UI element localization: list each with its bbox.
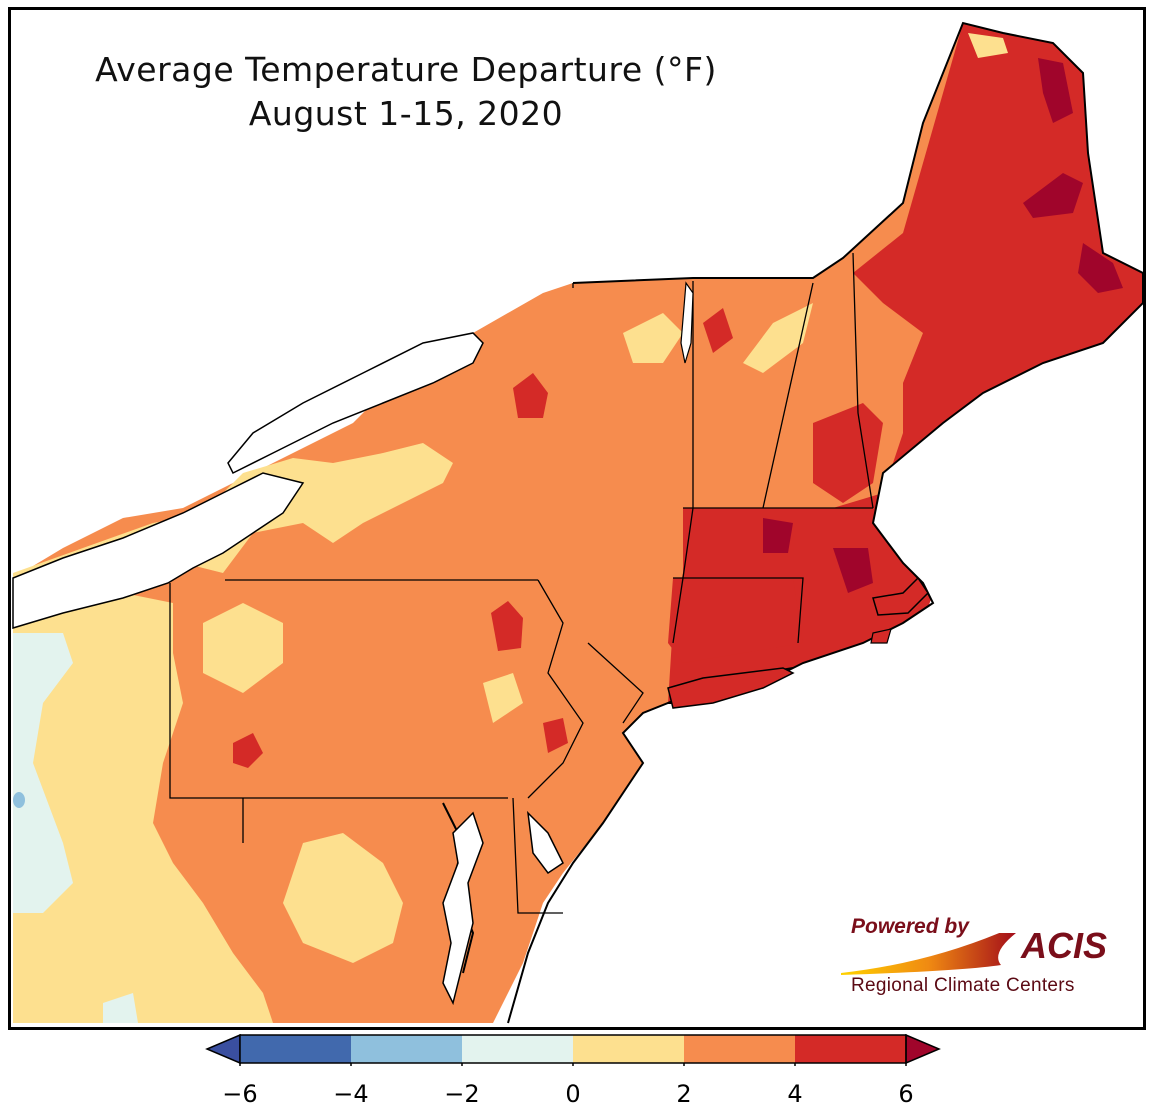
acis-credit: Powered by ACIS Regional Climate Centers (841, 915, 1131, 1005)
colorbar-over-arrow (905, 1034, 941, 1065)
colorbar-tick-label: −6 (222, 1080, 258, 1108)
marthas-vineyard (870, 628, 892, 644)
rcc-text: Regional Climate Centers (851, 975, 1075, 996)
colorbar-under-arrow (205, 1034, 241, 1065)
long-island (667, 667, 795, 709)
land-region-extreme-me2 (1023, 173, 1083, 218)
colorbar-tick-label: 0 (565, 1080, 581, 1108)
colorbar-bin-0-2 (573, 1035, 684, 1063)
land-region-0-2-wv (283, 833, 403, 963)
land-region-neg2-0 (13, 633, 73, 913)
colorbar-bin-neg4-neg2 (351, 1035, 462, 1063)
land-region-extreme-me1 (1038, 58, 1073, 123)
colorbar-tick-label: −2 (444, 1080, 480, 1108)
colorbar-bin-neg6-neg4 (240, 1035, 351, 1063)
land-region-4-6-ny-spot2 (491, 601, 523, 651)
colorbar-bin-2-4 (684, 1035, 795, 1063)
land-region-4-6-ct (668, 578, 803, 663)
colorbar-bin-neg2-0 (462, 1035, 573, 1063)
land-region-neg2-0b (103, 993, 138, 1023)
land-region-extreme-ri (833, 548, 873, 593)
land-region-0-2-vt (743, 303, 813, 373)
lake-ontario (227, 332, 484, 475)
colorbar-bin-4-6 (795, 1035, 906, 1063)
colorbar-tick-label: 4 (787, 1080, 803, 1108)
atlantic-ocean (509, 308, 1143, 1027)
land-region-0-2-sw (13, 593, 273, 1023)
land-region-neg4-neg2 (13, 792, 25, 808)
temperature-map (12, 21, 1143, 1027)
colorbar (205, 1034, 941, 1066)
land-region-4-6-nh (813, 403, 883, 503)
land-region-4-6-nj (543, 718, 568, 753)
land-region-4-6-ny-spot1 (513, 373, 548, 418)
colorbar-tick-label: 6 (898, 1080, 914, 1108)
land-region-extreme-me3 (1078, 243, 1123, 293)
acis-logo: ACIS (1021, 925, 1108, 966)
lake-champlain (680, 281, 694, 364)
map-frame: Average Temperature Departure (°F) Augus… (8, 7, 1146, 1030)
colorbar-tick-label: −4 (333, 1080, 369, 1108)
land-region-extreme-ma (763, 518, 793, 553)
land-region-0-2-nyc (623, 313, 683, 363)
land-region-0-2-pa2 (483, 673, 523, 723)
map-title: Average Temperature Departure (°F) Augus… (41, 48, 771, 136)
cape-cod (872, 576, 929, 616)
lake-erie (12, 472, 305, 630)
powered-by-text: Powered by (851, 915, 969, 938)
title-line-2: August 1-15, 2020 (248, 94, 564, 133)
state-borders (169, 252, 874, 914)
delaware-bay (526, 810, 564, 875)
land-region-4-6-pa-spot (233, 733, 263, 768)
acis-swoosh-icon (841, 933, 1016, 975)
land-region-0-2-pa (203, 603, 283, 693)
chesapeake-bay (442, 811, 484, 1006)
land-region-4-6-vt (703, 308, 733, 353)
title-line-1: Average Temperature Departure (°F) (95, 50, 717, 89)
land-region-0-2-me (968, 33, 1008, 58)
colorbar-tick-label: 2 (676, 1080, 692, 1108)
